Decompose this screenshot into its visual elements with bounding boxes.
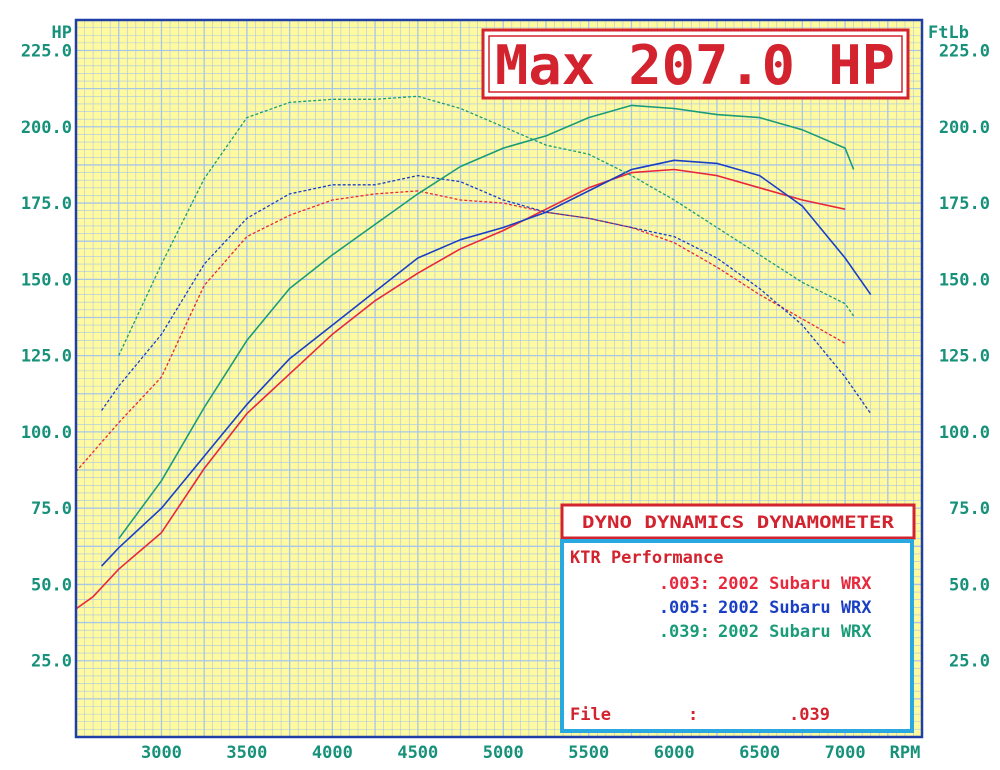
y-tick-label-left: 150.0 [21, 270, 72, 290]
y-tick-label-right: 50.0 [949, 575, 990, 595]
legend-header-box: DYNO DYNAMICS DYNAMOMETER [560, 503, 916, 540]
y-tick-label-left: 75.0 [31, 499, 72, 519]
legend-entry-code: .039: [659, 622, 710, 642]
x-tick-label: 4500 [397, 743, 438, 763]
x-tick-label: 5500 [568, 743, 609, 763]
y-tick-label-left: 50.0 [31, 575, 72, 595]
data-series [75, 95, 872, 610]
y-tick-label-right: 25.0 [949, 652, 990, 672]
legend-file-separator: : [688, 705, 698, 725]
legend-entry-code: .005: [659, 598, 710, 618]
legend-entry-code: .003: [659, 574, 710, 594]
axes: HP FtLb RPM 25.0 25.0 50.0 50.0 75.0 75.0 100.… [21, 23, 990, 763]
y-tick-label-left: 225.0 [21, 42, 72, 62]
y-tick-label-left: 175.0 [21, 194, 72, 214]
y-tick-label-right: 100.0 [939, 423, 990, 443]
legend-box: KTR Performance .003: 2002 Subaru WRX .005… [560, 539, 914, 733]
series-line-039-torque [118, 95, 855, 356]
x-tick-label: 6500 [739, 743, 780, 763]
max-hp-title-box: Max 207.0 HP [481, 28, 910, 100]
legend-entry-label: 2002 Subaru WRX [718, 598, 872, 618]
y-tick-label-right: 225.0 [939, 42, 990, 62]
legend-company: KTR Performance [570, 548, 724, 568]
legend-file-label: File [570, 705, 611, 725]
max-hp-title: Max 207.0 HP [495, 34, 895, 97]
grid-lines [76, 20, 922, 737]
x-tick-label: 5000 [483, 743, 524, 763]
legend-entry-label: 2002 Subaru WRX [718, 622, 872, 642]
x-tick-label: 6000 [654, 743, 695, 763]
x-tick-label: 7000 [825, 743, 866, 763]
y-tick-label-left: 125.0 [21, 347, 72, 367]
left-axis-label: HP [52, 23, 72, 43]
right-axis-label: FtLb [928, 23, 969, 43]
y-tick-label-right: 200.0 [939, 118, 990, 138]
x-tick-label: 3500 [226, 743, 267, 763]
series-line-005-torque [101, 174, 872, 414]
y-tick-label-right: 75.0 [949, 499, 990, 519]
series-line-039-power [118, 104, 855, 540]
legend-header: DYNO DYNAMICS DYNAMOMETER [582, 513, 895, 533]
y-tick-label-left: 100.0 [21, 423, 72, 443]
plot-frame [74, 18, 924, 739]
y-tick-label-right: 150.0 [939, 270, 990, 290]
x-unit-label: RPM [890, 743, 921, 763]
series-line-003-torque [75, 190, 846, 473]
x-tick-label: 4000 [312, 743, 353, 763]
y-tick-label-left: 25.0 [31, 652, 72, 672]
legend-entry-label: 2002 Subaru WRX [718, 574, 872, 594]
y-tick-label-right: 175.0 [939, 194, 990, 214]
series-line-005-power [101, 159, 872, 567]
y-tick-label-right: 125.0 [939, 347, 990, 367]
x-tick-label: 3000 [141, 743, 182, 763]
legend-entries: .003: 2002 Subaru WRX .005: 2002 Subaru WRX… [659, 574, 872, 642]
legend-file-value: .039 [789, 705, 830, 725]
series-line-003-power [75, 168, 846, 610]
y-tick-label-left: 200.0 [21, 118, 72, 138]
